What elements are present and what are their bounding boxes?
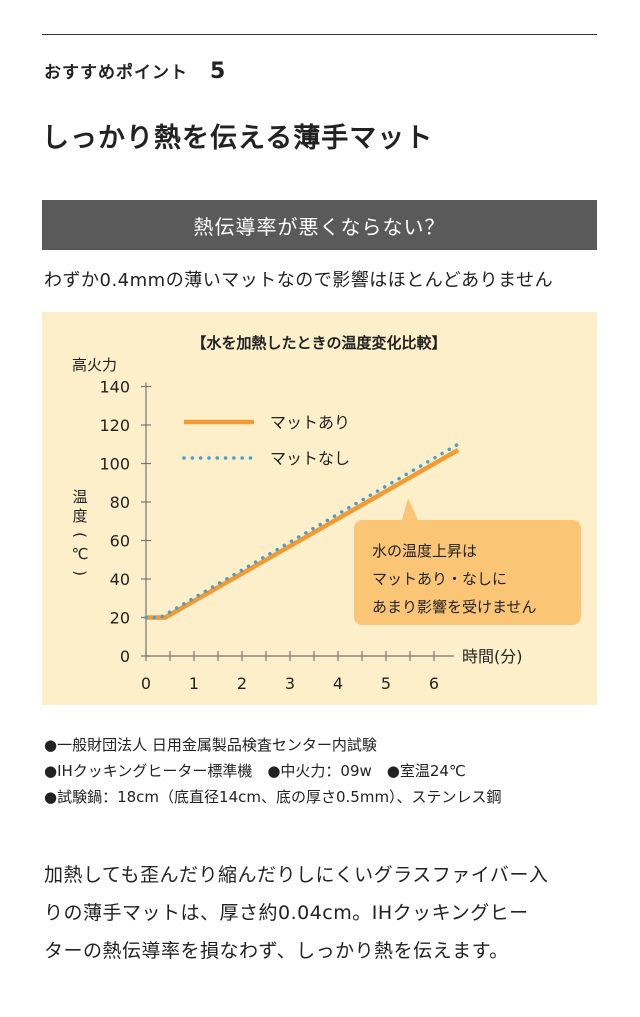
x-tick-label: 1 [189,674,199,693]
page-title: しっかり熱を伝える薄手マット [42,123,434,154]
callout-text: あまり影響を受けません [372,598,537,616]
x-tick-label: 2 [237,674,247,693]
description-line: ターの熱伝導率を損なわず、しっかり熱を伝えます。 [44,940,509,962]
series-line-mat-with [146,448,460,620]
description-line: りの薄手マットは、厚さ約0.04cm。IHクッキングヒー [44,902,529,924]
y-tick-label: 100 [99,455,130,474]
y-tick-label: 40 [110,570,130,589]
y-tick-label: 0 [120,647,130,666]
point-number: 5 [210,59,227,84]
callout-pointer [402,498,418,520]
y-axis-top-label: 高火力 [72,356,117,374]
y-axis-label-char: ) [71,570,89,576]
y-tick-label: 120 [99,416,130,435]
note-item: ●IHクッキングヒーター標準機 ●中火力：09w ●室温24℃ [44,762,466,780]
section-banner: 熱伝導率が悪くならない？ [42,200,597,250]
banner-text: 熱伝導率が悪くならない？ [193,214,446,239]
callout-text: マットあり・なしに [372,570,507,588]
subtitle: わずか0.4mmの薄いマットなので影響はほとんどありません [44,270,554,291]
x-tick-label: 3 [285,674,295,693]
note-item: ●試験鍋：18cm（底直径14cm、底の厚さ0.5mm）、ステンレス鋼 [44,788,502,806]
description: 加熱しても歪んだり縮んだりしにくいグラスファイバー入 りの薄手マットは、厚さ約0… [44,856,604,970]
note-item: ●一般財団法人 日用金属製品検査センター内試験 [44,736,377,754]
chart-panel: 【水を加熱したときの温度変化比較】 高火力温度(℃) 0 20 40 60 80 100 120… [42,312,597,705]
y-tick-label: 80 [110,493,130,512]
x-tick-label: 6 [429,674,439,693]
y-axis-label-char: ℃ [72,545,89,563]
temperature-chart: 【水を加熱したときの温度変化比較】高火力温度(℃)020406080100120… [71,334,581,693]
x-tick-label: 0 [141,674,151,693]
point-label-text: おすすめポイント [44,63,188,83]
chart-title: 【水を加熱したときの温度変化比較】 [191,334,446,352]
x-axis-label: 時間(分) [462,647,523,666]
callout-box [354,520,581,625]
y-tick-label: 60 [110,532,130,551]
x-tick-label: 5 [381,674,391,693]
y-axis-label-char: 温 [72,488,87,506]
point-label: おすすめポイント 5 [44,58,226,84]
top-divider [42,34,597,35]
y-axis-label-char: 度 [72,507,87,525]
description-line: 加熱しても歪んだり縮んだりしにくいグラスファイバー入 [44,864,549,886]
y-axis-label-char: ( [71,532,89,538]
test-notes: ●一般財団法人 日用金属製品検査センター内試験 ●IHクッキングヒーター標準機 … [44,732,502,810]
legend-label: マットあり [270,413,350,432]
y-tick-label: 140 [99,378,130,397]
callout-text: 水の温度上昇は [372,542,477,560]
x-tick-label: 4 [333,674,343,693]
y-tick-label: 20 [110,609,130,628]
legend-label: マットなし [270,449,350,468]
